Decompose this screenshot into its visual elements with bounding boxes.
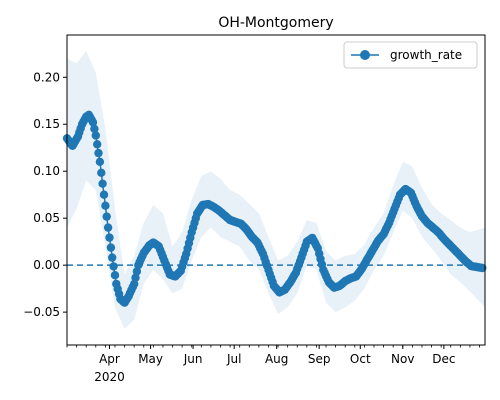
y-tick-label: −0.05 (23, 305, 60, 319)
x-tick-label: Aug (265, 352, 288, 366)
data-point (102, 212, 111, 221)
y-tick-label: 0.05 (33, 211, 60, 225)
x-tick-label: May (138, 352, 163, 366)
y-tick-label: 0.10 (33, 164, 60, 178)
data-point (97, 168, 106, 177)
x-tick-label: Apr (99, 352, 120, 366)
x-tick-label: Jun (183, 352, 203, 366)
data-point (91, 131, 101, 140)
legend: growth_rate (343, 41, 478, 69)
plot-frame (66, 34, 486, 346)
data-point (88, 118, 98, 127)
data-point (95, 157, 105, 166)
plot-area (62, 51, 487, 329)
data-point (103, 223, 113, 232)
x-tick-label: Nov (391, 352, 414, 366)
chart-title: OH-Montgomery (218, 15, 333, 31)
confidence-band (67, 51, 485, 329)
x-tick-label: Sep (308, 352, 331, 366)
data-point (110, 271, 120, 280)
data-point (131, 273, 140, 282)
data-point (101, 201, 110, 210)
x-tick-label: Jul (226, 352, 241, 366)
legend-box (343, 41, 478, 69)
data-point (99, 190, 109, 199)
y-tick-label: 0.15 (33, 117, 60, 131)
data-point (105, 233, 114, 242)
data-point (93, 140, 102, 149)
y-axis: −0.05 0.00 0.05 0.10 0.15 0.20 (23, 70, 67, 319)
x-axis: Apr May Jun Jul Aug Sep Oct Nov Dec 2020 (66, 345, 480, 384)
data-point (106, 243, 116, 252)
data-point (478, 263, 487, 273)
data-point (109, 262, 118, 271)
legend-label: growth_rate (390, 48, 462, 62)
data-point (94, 148, 103, 158)
x-tick-label: Oct (350, 352, 371, 366)
y-tick-label: 0.00 (33, 258, 60, 272)
data-point (98, 179, 107, 188)
data-point (90, 124, 99, 134)
x-year-label: 2020 (94, 370, 125, 384)
legend-marker (360, 50, 370, 60)
y-tick-label: 0.20 (33, 70, 60, 84)
x-tick-label: Dec (432, 352, 455, 366)
axes-spines (66, 34, 486, 346)
data-point (108, 253, 117, 262)
